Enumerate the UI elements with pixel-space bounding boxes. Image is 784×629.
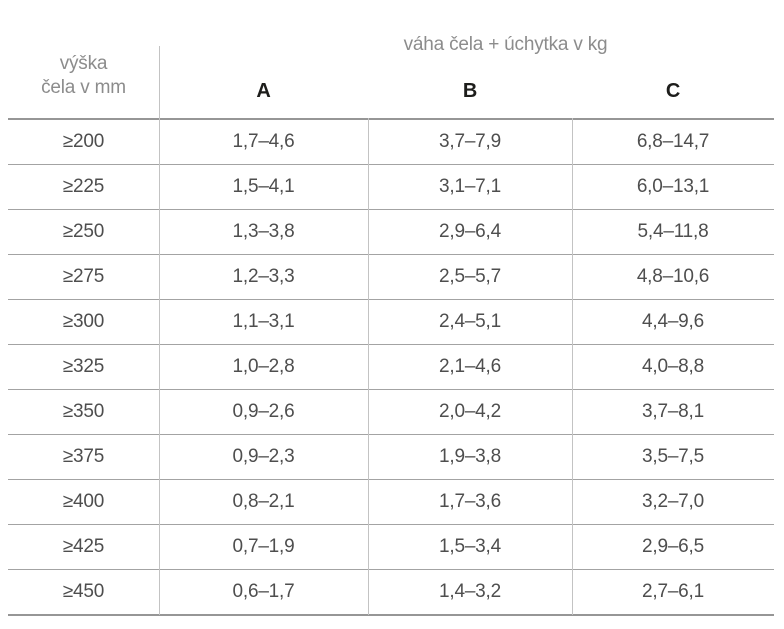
table-row: ≥200 1,7–4,6 3,7–7,9 6,8–14,7	[8, 120, 774, 165]
table-row: ≥325 1,0–2,8 2,1–4,6 4,0–8,8	[8, 345, 774, 390]
cell-height: ≥425	[62, 536, 105, 557]
cell-weight-a: 1,3–3,8	[232, 221, 295, 242]
cell-height: ≥375	[62, 446, 105, 467]
cell-weight-a: 0,9–2,3	[232, 446, 295, 467]
cell-weight-a: 1,1–3,1	[232, 311, 295, 332]
table-row: ≥300 1,1–3,1 2,4–5,1 4,4–9,6	[8, 300, 774, 345]
column-header-b: B	[462, 80, 478, 102]
cell-height: ≥275	[62, 266, 105, 287]
column-divider-3	[572, 118, 573, 615]
cell-weight-c: 5,4–11,8	[637, 221, 709, 242]
cell-weight-b: 3,7–7,9	[439, 131, 501, 152]
cell-height: ≥225	[62, 176, 105, 197]
column-divider-2	[368, 118, 369, 615]
cell-height: ≥450	[62, 581, 105, 602]
table-row: ≥450 0,6–1,7 1,4–3,2 2,7–6,1	[8, 570, 774, 614]
table-row: ≥350 0,9–2,6 2,0–4,2 3,7–8,1	[8, 390, 774, 435]
column-header-a: A	[256, 80, 271, 102]
table-row: ≥275 1,2–3,3 2,5–5,7 4,8–10,6	[8, 255, 774, 300]
row-header-line1: výška	[59, 53, 108, 74]
cell-weight-b: 2,5–5,7	[439, 266, 501, 287]
cell-weight-c: 3,2–7,0	[642, 491, 704, 512]
table-body: ≥200 1,7–4,6 3,7–7,9 6,8–14,7 ≥225 1,5–4…	[8, 118, 774, 616]
header-column-divider	[159, 46, 160, 118]
table-row: ≥400 0,8–2,1 1,7–3,6 3,2–7,0	[8, 480, 774, 525]
column-header-c: C	[665, 80, 681, 102]
cell-weight-b: 1,4–3,2	[439, 581, 501, 602]
cell-weight-b: 3,1–7,1	[439, 176, 501, 197]
cell-height: ≥200	[62, 131, 105, 152]
cell-height: ≥300	[62, 311, 105, 332]
table-row: ≥250 1,3–3,8 2,9–6,4 5,4–11,8	[8, 210, 774, 255]
cell-weight-a: 0,6–1,7	[232, 581, 295, 602]
cell-weight-c: 6,0–13,1	[636, 176, 710, 197]
cell-weight-b: 1,5–3,4	[439, 536, 501, 557]
cell-weight-a: 1,0–2,8	[232, 356, 295, 377]
group-title: váha čela + úchytka v kg	[403, 34, 608, 55]
cell-weight-a: 0,7–1,9	[232, 536, 295, 557]
cell-height: ≥350	[62, 401, 105, 422]
column-divider-1	[159, 118, 160, 615]
cell-height: ≥325	[62, 356, 105, 377]
cell-weight-b: 2,4–5,1	[439, 311, 501, 332]
row-header-line2: čela v mm	[41, 77, 126, 98]
cell-weight-b: 1,7–3,6	[439, 491, 501, 512]
cell-weight-c: 4,4–9,6	[642, 311, 704, 332]
cell-weight-c: 2,7–6,1	[642, 581, 704, 602]
cell-weight-a: 1,7–4,6	[232, 131, 295, 152]
cell-weight-b: 2,0–4,2	[439, 401, 501, 422]
table-row: ≥425 0,7–1,9 1,5–3,4 2,9–6,5	[8, 525, 774, 570]
row-header-label: výška čela v mm	[8, 52, 159, 100]
cell-weight-a: 0,8–2,1	[232, 491, 295, 512]
cell-weight-b: 2,1–4,6	[439, 356, 501, 377]
cell-weight-c: 3,5–7,5	[642, 446, 704, 467]
cell-weight-b: 1,9–3,8	[439, 446, 501, 467]
cell-height: ≥400	[62, 491, 105, 512]
cell-height: ≥250	[62, 221, 105, 242]
cell-weight-c: 3,7–8,1	[642, 401, 704, 422]
cell-weight-a: 0,9–2,6	[232, 401, 295, 422]
cell-weight-c: 6,8–14,7	[636, 131, 710, 152]
cell-weight-c: 4,0–8,8	[642, 356, 704, 377]
cell-weight-c: 4,8–10,6	[636, 266, 710, 287]
cell-weight-c: 2,9–6,5	[642, 536, 704, 557]
table-row: ≥225 1,5–4,1 3,1–7,1 6,0–13,1	[8, 165, 774, 210]
cell-weight-a: 1,5–4,1	[232, 176, 295, 197]
cell-weight-a: 1,2–3,3	[232, 266, 295, 287]
table-row: ≥375 0,9–2,3 1,9–3,8 3,5–7,5	[8, 435, 774, 480]
cell-weight-b: 2,9–6,4	[439, 221, 501, 242]
